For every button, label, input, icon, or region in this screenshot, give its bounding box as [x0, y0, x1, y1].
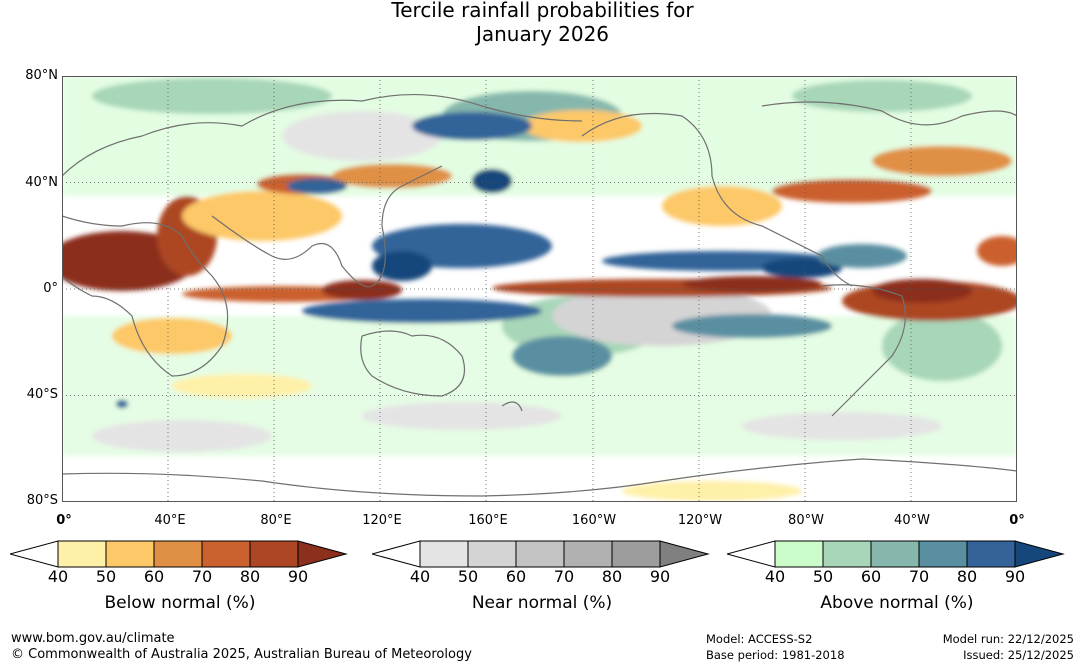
colorbar-above-max-arrow [1014, 540, 1065, 568]
lon-label-160w: 160°W [571, 513, 617, 528]
tick: 40 [764, 567, 786, 586]
tick: 90 [649, 567, 671, 586]
colorbar-below-segment [105, 540, 155, 568]
lon-label-80w: 80°W [788, 513, 824, 528]
tick: 60 [860, 567, 882, 586]
lat-label-40s: 40°S [26, 387, 58, 402]
tick: 60 [143, 567, 165, 586]
tick: 80 [601, 567, 623, 586]
tick: 40 [47, 567, 69, 586]
lon-label-120e: 120°E [362, 513, 402, 528]
colorbar-below-normal [10, 540, 350, 568]
tick: 50 [457, 567, 479, 586]
lon-label-80e: 80°E [260, 513, 292, 528]
colorbar-above-segment [774, 540, 824, 568]
tick: 90 [1004, 567, 1026, 586]
colorbar-below-min-arrow [10, 540, 59, 568]
colorbar-below-segment [249, 540, 299, 568]
tick: 50 [812, 567, 834, 586]
lat-label-80n: 80°N [25, 68, 58, 83]
colorbar-below-segment [57, 540, 107, 568]
tick: 70 [553, 567, 575, 586]
lon-label-120w: 120°W [677, 513, 723, 528]
tick: 70 [191, 567, 213, 586]
colorbar-above-segment [822, 540, 872, 568]
tick: 70 [908, 567, 930, 586]
tick: 90 [287, 567, 309, 586]
map-title: Tercile rainfall probabilities for Janua… [0, 0, 1085, 46]
lat-label-equator: 0° [43, 281, 58, 296]
colorbar-below-title: Below normal (%) [104, 593, 256, 613]
colorbar-near-segment [419, 540, 469, 568]
lon-label-0-end: 0° [1009, 513, 1025, 528]
footer-url: www.bom.gov.au/climate [11, 631, 175, 646]
colorbar-above-title: Above normal (%) [820, 593, 974, 613]
rainfall-probability-map [62, 76, 1017, 502]
tick: 40 [409, 567, 431, 586]
footer-issued: Issued: 25/12/2025 [963, 648, 1074, 662]
graticule [62, 76, 1017, 502]
tick: 80 [956, 567, 978, 586]
tick: 60 [505, 567, 527, 586]
footer-model: Model: ACCESS-S2 [706, 632, 813, 646]
colorbar-below-segment [153, 540, 203, 568]
title-line-1: Tercile rainfall probabilities for [391, 0, 694, 22]
map-canvas [62, 76, 1017, 502]
colorbar-above-segment [966, 540, 1016, 568]
footer-base-period: Base period: 1981-2018 [706, 648, 845, 662]
colorbar-near-segment [467, 540, 517, 568]
colorbar-near-segment [563, 540, 613, 568]
lon-label-40w: 40°W [894, 513, 930, 528]
colorbar-below-segment [201, 540, 251, 568]
lat-label-40n: 40°N [25, 175, 58, 190]
colorbar-near-segment [611, 540, 661, 568]
footer-copyright: © Commonwealth of Australia 2025, Austra… [11, 647, 472, 662]
colorbar-near-max-arrow [659, 540, 710, 568]
coastlines [62, 93, 1017, 497]
lat-label-80s: 80°S [26, 493, 58, 508]
colorbar-below-max-arrow [297, 540, 348, 568]
colorbar-above-segment [870, 540, 920, 568]
colorbar-above-segment [918, 540, 968, 568]
lon-label-160e: 160°E [468, 513, 508, 528]
lon-label-40e: 40°E [154, 513, 186, 528]
title-line-2: January 2026 [475, 22, 610, 46]
colorbar-near-normal [372, 540, 712, 568]
colorbar-near-min-arrow [372, 540, 421, 568]
tick: 50 [95, 567, 117, 586]
colorbar-above-normal [727, 540, 1067, 568]
lon-label-0: 0° [56, 513, 72, 528]
colorbar-near-segment [515, 540, 565, 568]
colorbar-near-title: Near normal (%) [471, 593, 613, 613]
footer-model-run: Model run: 22/12/2025 [942, 632, 1074, 646]
colorbar-above-min-arrow [727, 540, 776, 568]
tick: 80 [239, 567, 261, 586]
probability-fields [62, 76, 1017, 501]
